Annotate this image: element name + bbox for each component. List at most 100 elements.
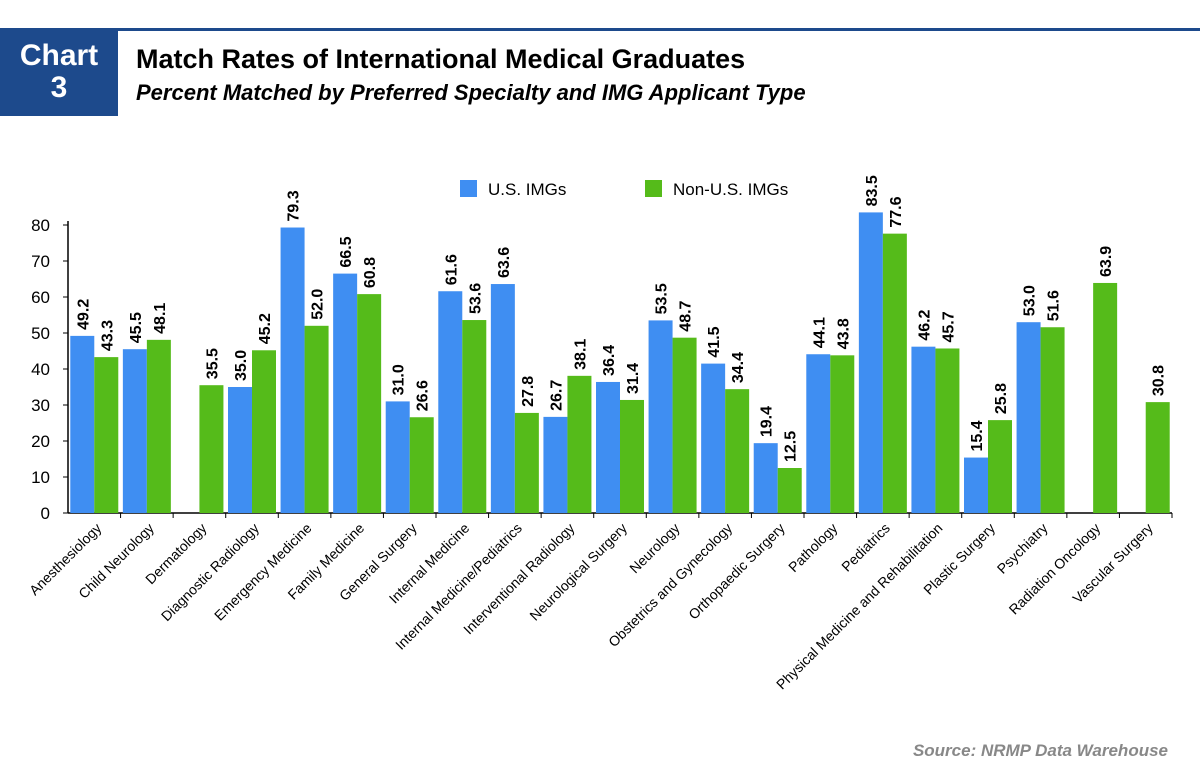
data-label: 36.4 [601,345,618,376]
data-label: 26.7 [548,380,565,411]
y-tick-label: 10 [31,468,50,487]
bar-us-img [490,284,515,513]
bar-non-us-img [409,417,434,513]
bar-us-img [70,335,95,513]
y-tick-label: 70 [31,252,50,271]
data-label: 12.5 [783,431,800,462]
y-tick-label: 40 [31,360,50,379]
category-label: Radiation Oncology [1006,520,1104,618]
bar-non-us-img [304,325,329,513]
bar-us-img [806,354,831,513]
data-label: 30.8 [1151,365,1168,396]
bar-non-us-img [1145,402,1170,513]
data-label: 79.3 [286,190,303,221]
data-label: 35.0 [233,350,250,381]
legend-non-us-img-swatch [645,180,662,197]
data-label: 45.5 [128,312,145,343]
category-label: Neurological Surgery [526,520,630,624]
data-label: 61.6 [443,254,460,285]
bar-non-us-img [777,468,802,513]
bar-non-us-img [146,339,171,513]
bar-non-us-img [94,357,119,513]
bar-non-us-img [830,355,855,513]
category-label: Diagnostic Radiology [158,520,262,624]
bar-us-img [543,416,568,513]
badge-number: 3 [50,71,68,104]
data-label: 48.1 [152,303,169,334]
bar-us-img [280,227,305,513]
data-label: 53.5 [654,283,671,314]
bar-us-img [228,387,252,513]
bar-us-img [385,401,410,513]
y-tick-label: 20 [31,432,50,451]
data-label: 48.7 [678,300,695,331]
y-tick-label: 0 [41,504,50,523]
bar-non-us-img [988,420,1012,513]
data-label: 15.4 [969,420,986,451]
bar-non-us-img [252,350,276,513]
data-label: 51.6 [1046,290,1063,321]
data-label: 49.2 [75,299,92,330]
data-label: 45.7 [940,311,957,342]
bar-us-img [122,349,147,513]
badge-label: Chart [19,39,99,72]
chart-title: Match Rates of International Medical Gra… [136,44,746,74]
data-label: 63.9 [1098,246,1115,277]
bar-us-img [333,273,358,513]
data-label: 43.8 [835,318,852,349]
data-label: 31.0 [391,364,408,395]
category-label: Pediatrics [838,520,893,575]
data-label: 38.1 [572,339,589,370]
bar-non-us-img [1093,282,1118,513]
data-label: 45.2 [257,313,274,344]
bar-us-img [753,443,778,513]
data-label: 53.6 [467,283,484,314]
category-label: Orthopaedic Surgery [685,520,788,623]
data-label: 26.6 [415,380,432,411]
data-label: 60.8 [362,257,379,288]
data-label: 27.8 [520,376,537,407]
bar-us-img [648,320,673,513]
data-label: 52.0 [310,289,327,320]
legend-non-us-img-label: Non-U.S. IMGs [673,180,788,199]
y-tick-label: 60 [31,288,50,307]
bar-us-img [964,457,988,513]
chart-number-badge: Chart 3 [0,28,118,116]
bar-non-us-img [725,389,750,513]
category-label: Neurology [626,520,682,576]
bar-non-us-img [672,337,697,513]
y-tick-label: 50 [31,324,50,343]
data-label: 63.6 [496,247,513,278]
header-rule [118,28,1200,31]
bar-non-us-img [935,348,960,513]
data-label: 66.5 [338,236,355,267]
bar-us-img [438,291,463,513]
data-label: 19.4 [759,406,776,437]
y-tick-label: 30 [31,396,50,415]
data-label: 83.5 [864,175,881,206]
chart-subtitle: Percent Matched by Preferred Specialty a… [136,80,806,105]
bar-us-img [1016,322,1041,513]
data-label: 43.3 [99,320,116,351]
bar-us-img [701,363,726,513]
category-label: Emergency Medicine [211,520,315,624]
bar-non-us-img [462,320,487,513]
bar-us-img [596,381,620,513]
data-label: 77.6 [888,196,905,227]
bar-non-us-img [882,233,907,513]
y-tick-label: 80 [31,216,50,235]
bar-non-us-img [620,399,644,513]
data-label: 41.5 [706,326,723,357]
source-note: Source: NRMP Data Warehouse [912,741,1168,760]
data-label: 46.2 [916,309,933,340]
data-label: 35.5 [204,348,221,379]
bar-us-img [911,346,936,513]
data-label: 53.0 [1022,285,1039,316]
bar-non-us-img [199,385,224,513]
data-label: 34.4 [730,352,747,383]
data-label: 44.1 [811,317,828,348]
bar-non-us-img [357,294,382,513]
category-label: Pathology [785,520,840,575]
data-label: 31.4 [625,363,642,394]
